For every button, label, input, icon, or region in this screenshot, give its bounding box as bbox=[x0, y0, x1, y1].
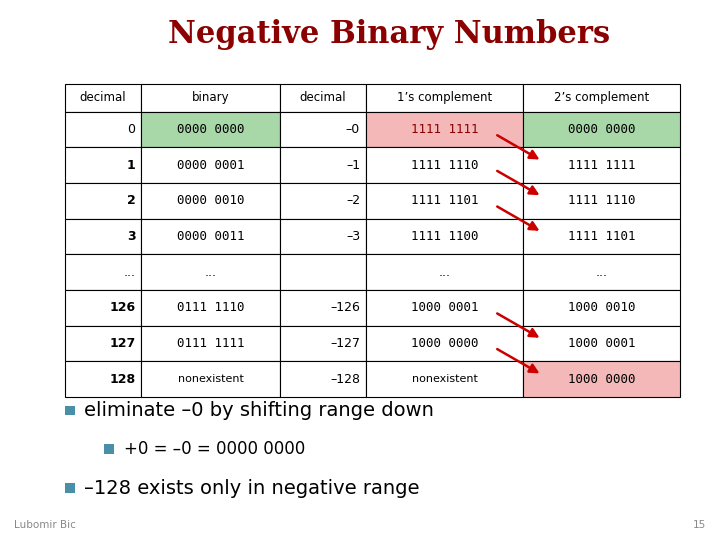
Text: ...: ... bbox=[438, 266, 451, 279]
Text: 1000 0001: 1000 0001 bbox=[410, 301, 478, 314]
Text: 1111 1111: 1111 1111 bbox=[410, 123, 478, 136]
Bar bbox=[141, 183, 281, 219]
Bar bbox=[65, 84, 141, 112]
Bar bbox=[141, 290, 281, 326]
Text: ...: ... bbox=[595, 266, 608, 279]
Text: decimal: decimal bbox=[300, 91, 346, 104]
Text: –3: –3 bbox=[346, 230, 360, 243]
Bar bbox=[141, 219, 281, 254]
Text: 0000 0001: 0000 0001 bbox=[177, 159, 245, 172]
Text: –127: –127 bbox=[330, 337, 360, 350]
Bar bbox=[141, 112, 281, 147]
Bar bbox=[366, 112, 523, 147]
Text: 0111 1111: 0111 1111 bbox=[177, 337, 245, 350]
Text: 15: 15 bbox=[693, 520, 706, 530]
Bar bbox=[366, 219, 523, 254]
Text: 1000 0001: 1000 0001 bbox=[568, 337, 636, 350]
Bar bbox=[65, 219, 141, 254]
Bar bbox=[523, 147, 680, 183]
Text: 1: 1 bbox=[127, 159, 135, 172]
Text: 1111 1101: 1111 1101 bbox=[568, 230, 636, 243]
Text: –2: –2 bbox=[346, 194, 360, 207]
Bar bbox=[281, 326, 366, 361]
Text: 0111 1110: 0111 1110 bbox=[177, 301, 245, 314]
Bar bbox=[281, 254, 366, 290]
Bar bbox=[65, 326, 141, 361]
Bar bbox=[523, 290, 680, 326]
Bar bbox=[366, 84, 523, 112]
Bar bbox=[366, 361, 523, 397]
Text: 0000 0000: 0000 0000 bbox=[177, 123, 245, 136]
Text: 1111 1111: 1111 1111 bbox=[568, 159, 636, 172]
Text: 127: 127 bbox=[109, 337, 135, 350]
Text: +0 = –0 = 0000 0000: +0 = –0 = 0000 0000 bbox=[124, 440, 305, 458]
Bar bbox=[366, 290, 523, 326]
Bar bbox=[523, 183, 680, 219]
Text: 1000 0000: 1000 0000 bbox=[568, 373, 636, 386]
Text: 0000 0000: 0000 0000 bbox=[568, 123, 636, 136]
Bar bbox=[281, 361, 366, 397]
Bar bbox=[281, 84, 366, 112]
Bar bbox=[281, 219, 366, 254]
Bar bbox=[523, 254, 680, 290]
Text: 1111 1101: 1111 1101 bbox=[410, 194, 478, 207]
Text: Lubomir Bic: Lubomir Bic bbox=[14, 520, 76, 530]
Bar bbox=[65, 254, 141, 290]
Bar bbox=[65, 147, 141, 183]
Text: nonexistent: nonexistent bbox=[178, 374, 244, 384]
Bar bbox=[104, 444, 114, 454]
Text: 0000 0011: 0000 0011 bbox=[177, 230, 245, 243]
Text: 0: 0 bbox=[127, 123, 135, 136]
Text: 1111 1110: 1111 1110 bbox=[568, 194, 636, 207]
Text: binary: binary bbox=[192, 91, 230, 104]
Text: Negative Binary Numbers: Negative Binary Numbers bbox=[168, 19, 610, 50]
Bar bbox=[65, 406, 75, 415]
Bar bbox=[281, 183, 366, 219]
Bar bbox=[281, 290, 366, 326]
Bar bbox=[523, 84, 680, 112]
Bar bbox=[65, 361, 141, 397]
Bar bbox=[141, 361, 281, 397]
Text: ...: ... bbox=[204, 266, 217, 279]
Text: 126: 126 bbox=[109, 301, 135, 314]
Bar bbox=[366, 183, 523, 219]
Text: 128: 128 bbox=[109, 373, 135, 386]
Bar bbox=[523, 361, 680, 397]
Text: 1000 0010: 1000 0010 bbox=[568, 301, 636, 314]
Bar bbox=[366, 254, 523, 290]
Bar bbox=[65, 183, 141, 219]
Text: –0: –0 bbox=[346, 123, 360, 136]
Bar bbox=[65, 112, 141, 147]
Text: nonexistent: nonexistent bbox=[412, 374, 477, 384]
Text: 2: 2 bbox=[127, 194, 135, 207]
Bar bbox=[281, 147, 366, 183]
Bar bbox=[366, 326, 523, 361]
Text: 0000 0010: 0000 0010 bbox=[177, 194, 245, 207]
Text: ...: ... bbox=[123, 266, 135, 279]
Bar bbox=[141, 84, 281, 112]
Text: –126: –126 bbox=[330, 301, 360, 314]
Text: –1: –1 bbox=[346, 159, 360, 172]
Text: eliminate –0 by shifting range down: eliminate –0 by shifting range down bbox=[84, 401, 434, 420]
Bar bbox=[366, 147, 523, 183]
Bar bbox=[65, 483, 75, 493]
Bar bbox=[141, 147, 281, 183]
Text: 1’s complement: 1’s complement bbox=[397, 91, 492, 104]
Bar bbox=[523, 219, 680, 254]
Text: 2’s complement: 2’s complement bbox=[554, 91, 649, 104]
Text: 3: 3 bbox=[127, 230, 135, 243]
Text: decimal: decimal bbox=[80, 91, 126, 104]
Bar bbox=[141, 254, 281, 290]
Bar bbox=[523, 326, 680, 361]
Bar bbox=[141, 326, 281, 361]
Bar bbox=[281, 112, 366, 147]
Text: –128: –128 bbox=[330, 373, 360, 386]
Text: 1111 1110: 1111 1110 bbox=[410, 159, 478, 172]
Bar bbox=[65, 290, 141, 326]
Text: 1000 0000: 1000 0000 bbox=[410, 337, 478, 350]
Text: –128 exists only in negative range: –128 exists only in negative range bbox=[84, 478, 420, 498]
Text: 1111 1100: 1111 1100 bbox=[410, 230, 478, 243]
Bar bbox=[523, 112, 680, 147]
